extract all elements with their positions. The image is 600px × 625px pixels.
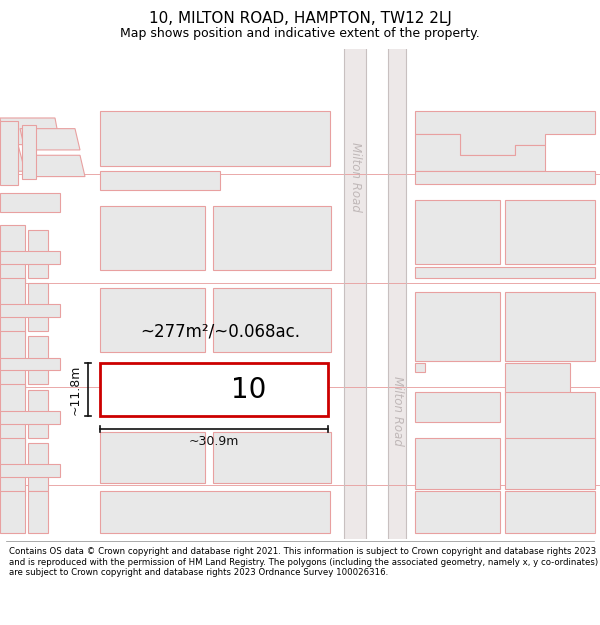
Bar xyxy=(0,411,60,424)
Bar xyxy=(415,292,500,361)
Bar xyxy=(415,171,595,184)
Text: Milton Road: Milton Road xyxy=(391,376,404,446)
Bar xyxy=(0,278,25,336)
Text: Milton Road: Milton Road xyxy=(349,142,361,211)
Text: Map shows position and indicative extent of the property.: Map shows position and indicative extent… xyxy=(120,27,480,40)
Bar xyxy=(0,357,60,371)
Bar xyxy=(0,192,60,212)
Bar xyxy=(344,49,366,539)
Bar xyxy=(213,206,331,271)
Polygon shape xyxy=(415,134,545,171)
Bar xyxy=(0,384,25,443)
Bar xyxy=(100,206,205,271)
Bar xyxy=(0,251,60,264)
Bar xyxy=(0,331,25,389)
Bar xyxy=(28,443,48,491)
Bar xyxy=(100,288,205,352)
Bar xyxy=(505,491,595,533)
Bar xyxy=(0,304,60,317)
Polygon shape xyxy=(0,118,60,144)
Bar xyxy=(505,363,570,395)
Bar xyxy=(0,224,25,283)
Bar xyxy=(505,200,595,264)
Bar xyxy=(118,371,208,409)
Bar xyxy=(213,432,331,483)
Text: ~30.9m: ~30.9m xyxy=(189,436,239,448)
Bar xyxy=(22,126,36,179)
Bar xyxy=(415,392,500,422)
Bar xyxy=(388,49,406,539)
Bar xyxy=(505,438,595,489)
Polygon shape xyxy=(30,155,85,177)
Text: 10, MILTON ROAD, HAMPTON, TW12 2LJ: 10, MILTON ROAD, HAMPTON, TW12 2LJ xyxy=(149,11,451,26)
Bar xyxy=(28,336,48,384)
Bar xyxy=(415,200,500,264)
Bar xyxy=(28,230,48,278)
Bar xyxy=(213,288,331,352)
Bar xyxy=(100,432,205,483)
Text: Contains OS data © Crown copyright and database right 2021. This information is : Contains OS data © Crown copyright and d… xyxy=(9,548,598,577)
Bar xyxy=(100,171,220,191)
Bar xyxy=(28,389,48,438)
Text: ~277m²/~0.068ac.: ~277m²/~0.068ac. xyxy=(140,322,300,340)
Bar xyxy=(28,491,48,533)
Bar xyxy=(100,363,328,416)
Bar xyxy=(100,111,330,166)
Bar xyxy=(100,491,330,533)
Bar xyxy=(415,363,425,371)
Bar xyxy=(0,464,60,477)
Bar xyxy=(415,491,500,533)
Bar xyxy=(415,267,595,278)
Bar xyxy=(505,392,595,451)
Bar xyxy=(505,292,595,361)
Polygon shape xyxy=(20,129,80,150)
Bar xyxy=(28,283,48,331)
Text: 10: 10 xyxy=(230,376,266,404)
Polygon shape xyxy=(0,144,25,171)
Polygon shape xyxy=(415,111,595,155)
Bar xyxy=(0,491,25,533)
Bar xyxy=(0,438,25,496)
Bar xyxy=(0,121,18,185)
Text: ~11.8m: ~11.8m xyxy=(69,364,82,415)
Bar xyxy=(415,438,500,489)
